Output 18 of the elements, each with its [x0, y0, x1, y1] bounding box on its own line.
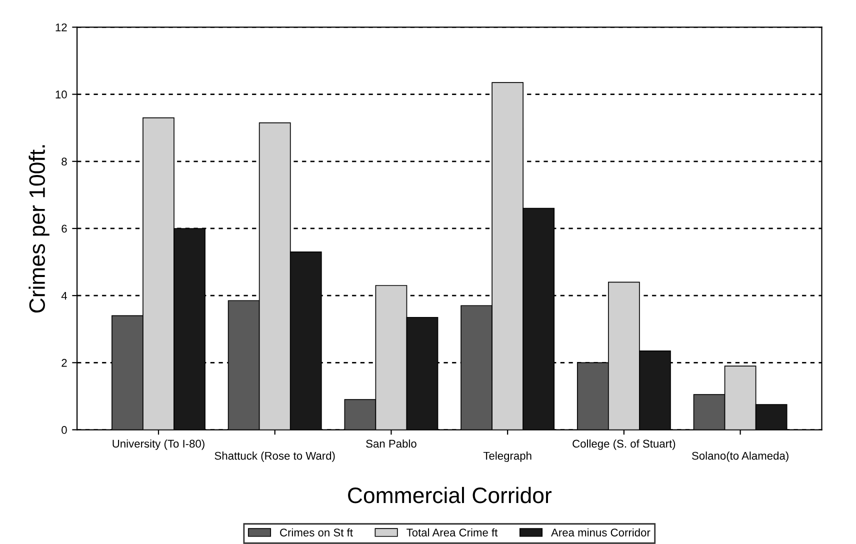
x-tick-label: Shattuck (Rose to Ward)	[214, 452, 335, 462]
legend-label: Area minus Corridor	[551, 528, 650, 536]
x-tick-label: San Pablo	[366, 439, 416, 448]
y-tick-label: 6	[62, 224, 67, 233]
y-axis-title: Crimes per 100ft.	[28, 145, 50, 313]
legend-label: Crimes on St ft	[280, 528, 353, 536]
x-tick-label: College (S. of Stuart)	[572, 439, 676, 450]
y-tick-label: 0	[62, 426, 67, 434]
x-axis-title: Commercial Corridor	[348, 486, 552, 504]
x-tick-label: Telegraph	[483, 452, 532, 462]
x-tick-label: University (To I-80)	[112, 439, 204, 450]
y-tick-label: 8	[62, 158, 67, 166]
y-tick-label: 10	[56, 90, 67, 98]
legend-label: Total Area Crime ft	[406, 528, 498, 536]
x-tick-label: Solano(to Alameda)	[692, 452, 788, 462]
y-tick-label: 2	[62, 358, 67, 367]
y-tick-label: 12	[56, 23, 67, 32]
y-tick-label: 4	[61, 292, 67, 300]
